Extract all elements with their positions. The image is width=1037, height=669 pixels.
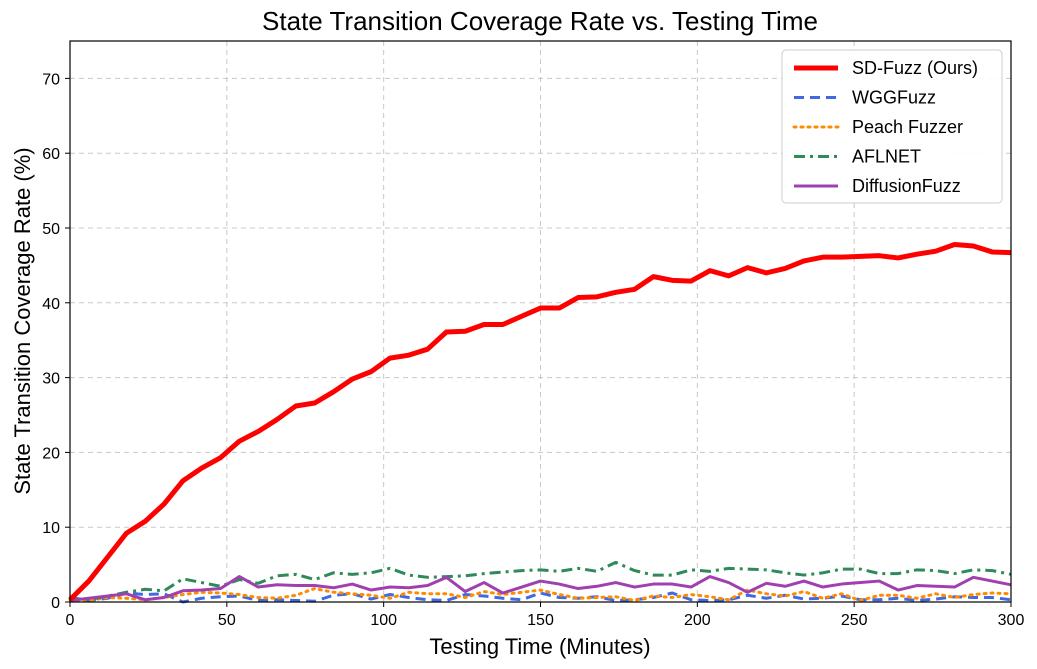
x-axis-label: Testing Time (Minutes) — [429, 634, 650, 659]
x-tick-label: 250 — [841, 612, 868, 629]
y-tick-label: 30 — [42, 371, 60, 388]
x-tick-label: 0 — [66, 612, 75, 629]
series-line-sd-fuzz-ours — [68, 241, 1012, 602]
legend-label-diffusionfuzz: DiffusionFuzz — [852, 176, 961, 196]
legend-label-peach-fuzzer: Peach Fuzzer — [852, 117, 963, 137]
series-line-diffusionfuzz — [69, 575, 1012, 602]
legend-box — [781, 49, 1003, 204]
y-axis-label: State Transition Coverage Rate (%) — [10, 147, 35, 494]
series-line-peach-fuzzer — [68, 587, 1013, 602]
x-tick-label: 150 — [527, 612, 554, 629]
y-tick-label: 20 — [42, 445, 60, 462]
chart-title: State Transition Coverage Rate vs. Testi… — [262, 6, 818, 36]
x-tick-label: 200 — [684, 612, 711, 629]
y-tick-label: 50 — [42, 221, 60, 238]
y-tick-label: 60 — [42, 146, 60, 163]
y-axis-ticks: 0 10 20 30 40 50 60 70 — [42, 71, 70, 612]
legend-label-sd-fuzz-ours: SD-Fuzz (Ours) — [852, 58, 978, 78]
y-tick-label: 70 — [42, 71, 60, 88]
y-tick-label: 10 — [42, 520, 60, 537]
legend: SD-Fuzz (Ours) WGGFuzz Peach Fuzzer AFLNET D… — [781, 49, 1003, 204]
x-tick-label: 300 — [998, 612, 1025, 629]
y-tick-label: 40 — [42, 296, 60, 313]
y-tick-label: 0 — [51, 595, 60, 612]
legend-label-wggfuzz: WGGFuzz — [852, 88, 936, 108]
x-axis-ticks: 0 50 100 150 200 250 300 — [66, 602, 1025, 629]
series-layer — [68, 241, 1013, 604]
x-tick-label: 100 — [370, 612, 397, 629]
series-line-wggfuzz — [69, 591, 1012, 604]
legend-label-aflnet: AFLNET — [852, 147, 921, 167]
x-tick-label: 50 — [218, 612, 236, 629]
